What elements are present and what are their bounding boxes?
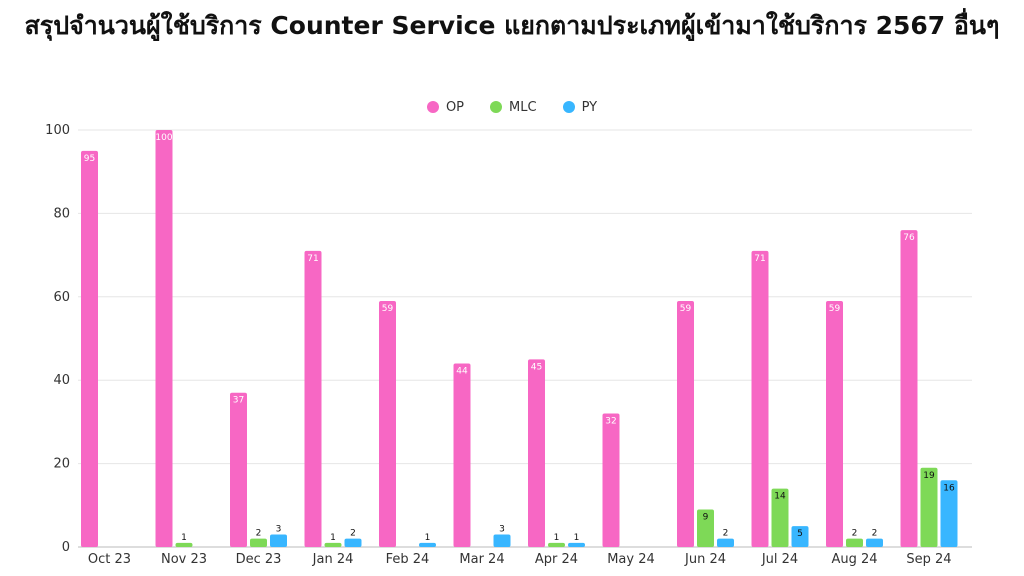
bar-op[interactable] [826, 300, 843, 547]
x-tick-label: Nov 23 [161, 552, 207, 567]
data-label: 16 [943, 483, 955, 493]
bar-op[interactable] [528, 359, 545, 547]
bars [81, 130, 958, 547]
x-tick-label: Aug 24 [831, 552, 877, 567]
legend-dot-mlc [490, 101, 503, 113]
legend-label-op: OP [445, 99, 465, 115]
y-tick-label: 60 [53, 290, 70, 305]
data-label: 95 [84, 154, 95, 164]
data-label: 59 [680, 304, 692, 314]
data-label: 1 [554, 533, 560, 543]
x-tick-label: May 24 [607, 552, 655, 567]
bar-op[interactable] [230, 392, 247, 547]
y-axis: 0 20 40 60 80 100 [45, 123, 70, 555]
bar-mlc[interactable] [548, 542, 565, 547]
data-label: 2 [350, 529, 356, 539]
bar-mlc[interactable] [250, 538, 267, 547]
legend-label-mlc: MLC [509, 99, 537, 115]
bar-op[interactable] [304, 250, 322, 547]
bar-mlc[interactable] [324, 542, 342, 547]
bar-op[interactable] [379, 300, 396, 547]
x-axis: Oct 23 Nov 23 Dec 23 Jan 24 Feb 24 Mar 24 Apr … [88, 552, 952, 567]
legend-item-mlc[interactable]: MLC [490, 100, 537, 115]
legend-item-py[interactable]: PY [562, 99, 598, 115]
x-tick-label: Dec 23 [236, 552, 282, 567]
data-label: 1 [425, 533, 431, 543]
bar-mlc[interactable] [920, 467, 938, 547]
data-label: 71 [307, 254, 318, 264]
data-label: 5 [797, 529, 803, 539]
bar-op[interactable] [900, 230, 918, 547]
data-label: 3 [499, 524, 505, 534]
data-labels: 95 100 1 37 2 3 71 1 2 59 1 44 3 45 1 1 32 59 9 2 71 14 5 59 2 2 7… [84, 133, 955, 543]
bar-py[interactable] [493, 534, 511, 547]
bar-py[interactable] [940, 480, 958, 547]
data-label: 37 [233, 396, 244, 406]
data-label: 59 [382, 304, 394, 314]
data-label: 45 [531, 362, 542, 372]
data-label: 1 [181, 533, 187, 543]
data-label: 59 [829, 304, 841, 314]
bar-op[interactable] [81, 150, 98, 547]
x-tick-label: Oct 23 [88, 552, 131, 567]
data-label: 100 [155, 133, 172, 143]
bar-py[interactable] [419, 542, 436, 547]
data-label: 44 [456, 367, 468, 377]
y-tick-label: 100 [45, 123, 70, 138]
bar-py[interactable] [791, 526, 809, 547]
data-label: 1 [574, 533, 580, 543]
y-tick-label: 80 [53, 206, 70, 221]
bar-py[interactable] [866, 538, 883, 547]
bar-op[interactable] [453, 363, 471, 547]
x-tick-label: Jul 24 [761, 552, 798, 567]
y-tick-label: 40 [53, 373, 70, 388]
y-tick-label: 0 [62, 540, 70, 555]
data-label: 3 [276, 524, 282, 534]
bar-op[interactable] [677, 300, 694, 547]
legend-dot-op [426, 101, 439, 113]
data-label: 9 [703, 512, 709, 522]
data-label: 71 [754, 254, 765, 264]
x-tick-label: Jun 24 [684, 552, 726, 567]
bar-op[interactable] [602, 413, 620, 547]
x-tick-label: Jan 24 [312, 552, 354, 567]
data-label: 76 [903, 233, 915, 243]
data-label: 32 [605, 417, 616, 427]
legend-item-op[interactable]: OP [426, 99, 465, 115]
x-tick-label: Apr 24 [535, 552, 578, 567]
data-label: 2 [256, 529, 262, 539]
bar-mlc[interactable] [175, 542, 193, 547]
x-tick-label: Feb 24 [386, 552, 430, 567]
y-tick-label: 20 [53, 457, 70, 472]
data-label: 19 [923, 471, 935, 481]
data-label: 14 [774, 492, 786, 502]
chart-title: สรุปจำนวนผู้ใช้บริการ Counter Service แย… [24, 11, 1000, 40]
bar-mlc[interactable] [771, 488, 789, 547]
x-tick-label: Mar 24 [459, 552, 504, 567]
legend-dot-py [562, 101, 575, 113]
bar-py[interactable] [568, 542, 585, 547]
legend: OP MLC PY [0, 97, 1024, 117]
data-label: 2 [723, 529, 729, 539]
data-label: 2 [872, 529, 878, 539]
x-tick-label: Sep 24 [906, 552, 951, 567]
data-label: 2 [852, 529, 858, 539]
bar-py[interactable] [717, 538, 734, 547]
legend-label-py: PY [581, 99, 598, 115]
bar-op[interactable] [751, 250, 769, 547]
bar-mlc[interactable] [697, 509, 714, 547]
bar-op[interactable] [155, 130, 173, 547]
grid [78, 129, 972, 548]
data-label: 1 [330, 533, 336, 543]
bar-py[interactable] [344, 538, 362, 547]
bar-py[interactable] [270, 534, 287, 547]
bar-mlc[interactable] [846, 538, 863, 547]
